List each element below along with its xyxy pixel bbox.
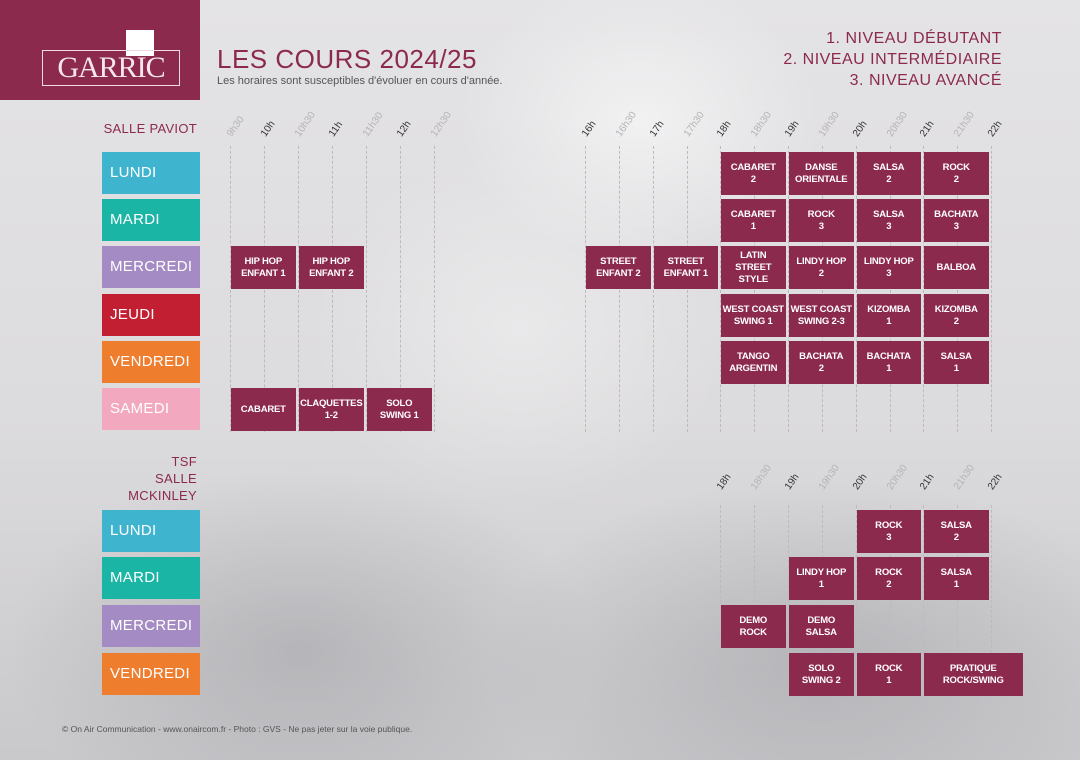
day-label-mercredi: MERCREDI: [102, 246, 200, 288]
hour-gridline: [754, 505, 755, 698]
hour-gridline: [619, 146, 620, 432]
class-slot[interactable]: SALSA 2: [856, 152, 921, 195]
class-slot[interactable]: PRATIQUE ROCK/SWING: [923, 653, 1023, 696]
class-slot[interactable]: STREET ENFANT 1: [653, 246, 718, 289]
day-label-samedi: SAMEDI: [102, 388, 200, 430]
class-slot[interactable]: ROCK 1: [856, 653, 921, 696]
hour-gridline: [923, 146, 924, 432]
class-slot[interactable]: SALSA 1: [923, 557, 989, 600]
hour-gridline: [991, 505, 992, 698]
class-slot[interactable]: SOLO SWING 1: [366, 388, 432, 431]
class-slot[interactable]: SALSA 3: [856, 199, 921, 242]
class-slot[interactable]: ROCK 2: [923, 152, 989, 195]
hour-gridline: [298, 146, 299, 432]
hour-gridline: [856, 146, 857, 432]
class-slot[interactable]: KIZOMBA 2: [923, 294, 989, 337]
footer-credits: © On Air Communication - www.onaircom.fr…: [62, 724, 413, 734]
hour-gridline: [720, 146, 721, 432]
hour-gridline: [720, 505, 721, 698]
level-2: 2. NIVEAU INTERMÉDIAIRE: [783, 51, 1002, 68]
day-label-vendredi: VENDREDI: [102, 341, 200, 383]
class-slot[interactable]: LINDY HOP 3: [856, 246, 921, 289]
class-slot[interactable]: DEMO ROCK: [720, 605, 786, 648]
page-title: LES COURS 2024/25: [217, 44, 477, 74]
hour-gridline: [687, 146, 688, 432]
level-3: 3. NIVEAU AVANCÉ: [849, 72, 1002, 89]
hour-gridline: [856, 505, 857, 698]
class-slot[interactable]: BACHATA 2: [788, 341, 854, 384]
day-label-vendredi: VENDREDI: [102, 653, 200, 695]
hour-gridline: [991, 146, 992, 432]
class-slot[interactable]: BACHATA 3: [923, 199, 989, 242]
class-slot[interactable]: DEMO SALSA: [788, 605, 854, 648]
class-slot[interactable]: SALSA 1: [923, 341, 989, 384]
day-label-jeudi: JEUDI: [102, 294, 200, 336]
class-slot[interactable]: CABARET 1: [720, 199, 786, 242]
class-slot[interactable]: ROCK 2: [856, 557, 921, 600]
class-slot[interactable]: STREET ENFANT 2: [585, 246, 651, 289]
hour-gridline: [822, 505, 823, 698]
class-slot[interactable]: SALSA 2: [923, 510, 989, 553]
hour-gridline: [822, 146, 823, 432]
class-slot[interactable]: TANGO ARGENTIN: [720, 341, 786, 384]
hour-gridline: [400, 146, 401, 432]
hour-gridline: [890, 146, 891, 432]
logo-text: GARRIC: [42, 50, 180, 86]
hour-gridline: [366, 146, 367, 432]
section-label: SALLE PAVIOT: [103, 121, 197, 136]
hour-gridline: [957, 146, 958, 432]
class-slot[interactable]: BACHATA 1: [856, 341, 921, 384]
hour-gridline: [264, 146, 265, 432]
hour-gridline: [230, 146, 231, 432]
class-slot[interactable]: CABARET 2: [720, 152, 786, 195]
class-slot[interactable]: CLAQUETTES 1-2: [298, 388, 364, 431]
class-slot[interactable]: SOLO SWING 2: [788, 653, 854, 696]
class-slot[interactable]: LINDY HOP 1: [788, 557, 854, 600]
logo: GARRIC: [0, 0, 200, 100]
class-slot[interactable]: HIP HOP ENFANT 1: [230, 246, 296, 289]
class-slot[interactable]: LINDY HOP 2: [788, 246, 854, 289]
section-label: TSF SALLE MCKINLEY: [128, 454, 197, 503]
hour-gridline: [585, 146, 586, 432]
class-slot[interactable]: WEST COAST SWING 2-3: [788, 294, 854, 337]
class-slot[interactable]: ROCK 3: [788, 199, 854, 242]
class-slot[interactable]: BALBOA: [923, 246, 989, 289]
level-1: 1. NIVEAU DÉBUTANT: [826, 30, 1002, 47]
day-label-mardi: MARDI: [102, 557, 200, 599]
class-slot[interactable]: HIP HOP ENFANT 2: [298, 246, 364, 289]
day-label-lundi: LUNDI: [102, 510, 200, 552]
class-slot[interactable]: KIZOMBA 1: [856, 294, 921, 337]
hour-gridline: [788, 146, 789, 432]
class-slot[interactable]: ROCK 3: [856, 510, 921, 553]
hour-gridline: [332, 146, 333, 432]
page-subtitle: Les horaires sont susceptibles d'évoluer…: [217, 75, 503, 87]
class-slot[interactable]: CABARET: [230, 388, 296, 431]
logo-square-mark: [126, 30, 154, 56]
hour-gridline: [957, 505, 958, 698]
day-label-mardi: MARDI: [102, 199, 200, 241]
hour-gridline: [923, 505, 924, 698]
levels-legend: 1. NIVEAU DÉBUTANT 2. NIVEAU INTERMÉDIAI…: [783, 28, 1002, 91]
day-label-mercredi: MERCREDI: [102, 605, 200, 647]
day-label-lundi: LUNDI: [102, 152, 200, 194]
class-slot[interactable]: DANSE ORIENTALE: [788, 152, 854, 195]
hour-gridline: [653, 146, 654, 432]
class-slot[interactable]: LATIN STREET STYLE: [720, 246, 786, 289]
hour-gridline: [890, 505, 891, 698]
hour-gridline: [434, 146, 435, 432]
class-slot[interactable]: WEST COAST SWING 1: [720, 294, 786, 337]
hour-gridline: [788, 505, 789, 698]
hour-gridline: [754, 146, 755, 432]
